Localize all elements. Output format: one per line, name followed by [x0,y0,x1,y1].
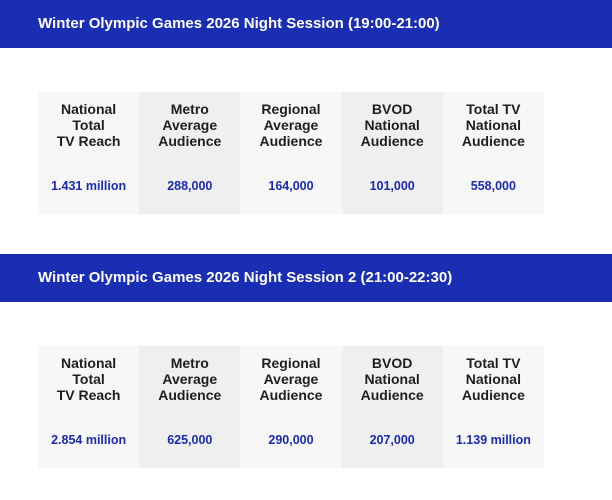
header-bvod-national-audience: BVOD National Audience [341,92,443,158]
value-total-tv-national-audience: 558,000 [442,158,544,214]
header-metro-average-audience: Metro Average Audience [139,346,241,412]
header-metro-average-audience: Metro Average Audience [139,92,241,158]
header-regional-average-audience: Regional Average Audience [240,92,342,158]
session-1-table: National Total TV Reach Metro Average Au… [38,92,544,214]
session-1-title: Winter Olympic Games 2026 Night Session … [0,0,612,48]
table-row: 1.431 million 288,000 164,000 101,000 55… [38,158,544,214]
value-total-tv-national-audience: 1.139 million [442,412,544,468]
header-total-tv-national-audience: Total TV National Audience [442,92,544,158]
session-2-table: National Total TV Reach Metro Average Au… [38,346,544,468]
header-national-total-tv-reach: National Total TV Reach [38,92,140,158]
value-metro-average-audience: 288,000 [139,158,241,214]
header-national-total-tv-reach: National Total TV Reach [38,346,140,412]
value-national-total-tv-reach: 1.431 million [38,158,140,214]
value-metro-average-audience: 625,000 [139,412,241,468]
table-row: 2.854 million 625,000 290,000 207,000 1.… [38,412,544,468]
header-bvod-national-audience: BVOD National Audience [341,346,443,412]
table-header-row: National Total TV Reach Metro Average Au… [38,346,544,412]
session-2-title: Winter Olympic Games 2026 Night Session … [0,254,612,302]
header-regional-average-audience: Regional Average Audience [240,346,342,412]
header-total-tv-national-audience: Total TV National Audience [442,346,544,412]
value-bvod-national-audience: 101,000 [341,158,443,214]
value-national-total-tv-reach: 2.854 million [38,412,140,468]
value-regional-average-audience: 164,000 [240,158,342,214]
value-bvod-national-audience: 207,000 [341,412,443,468]
value-regional-average-audience: 290,000 [240,412,342,468]
table-header-row: National Total TV Reach Metro Average Au… [38,92,544,158]
